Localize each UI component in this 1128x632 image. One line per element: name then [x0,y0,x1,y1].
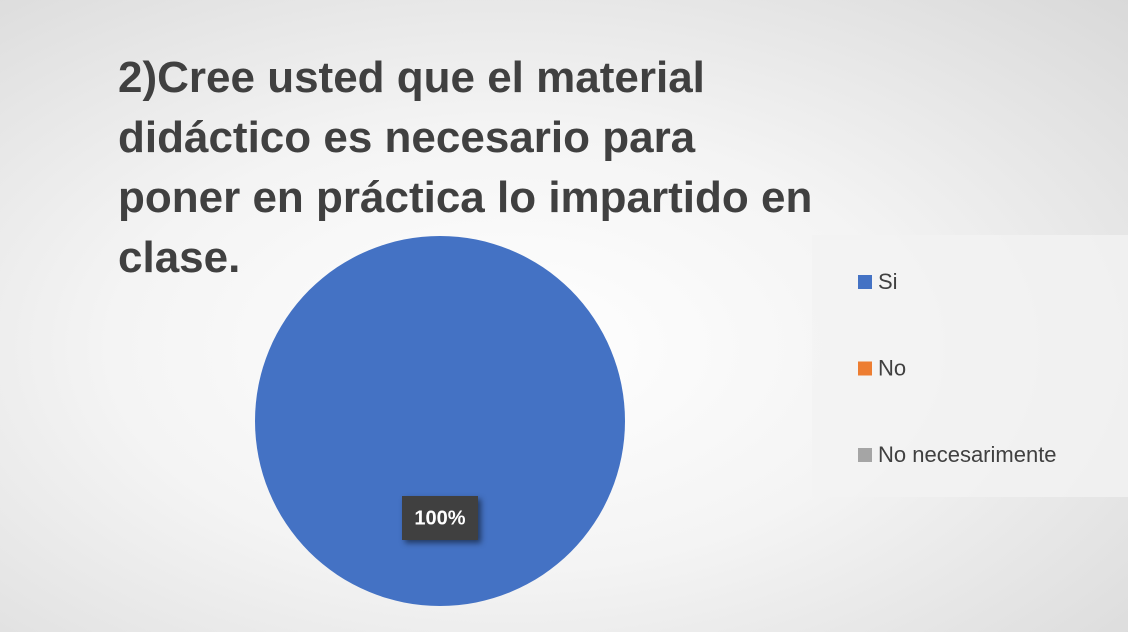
pie-slice [255,236,625,606]
legend-label: No [878,355,906,380]
chart-title: 2)Cree usted que el material didáctico e… [118,53,813,282]
data-label-box [402,496,478,540]
legend-label: No necesarimente [878,442,1057,467]
legend-swatch [858,361,872,376]
legend-swatch [858,275,872,289]
legend-swatch [858,448,872,462]
data-label: 100% [414,507,465,529]
legend-label: Si [878,269,898,294]
